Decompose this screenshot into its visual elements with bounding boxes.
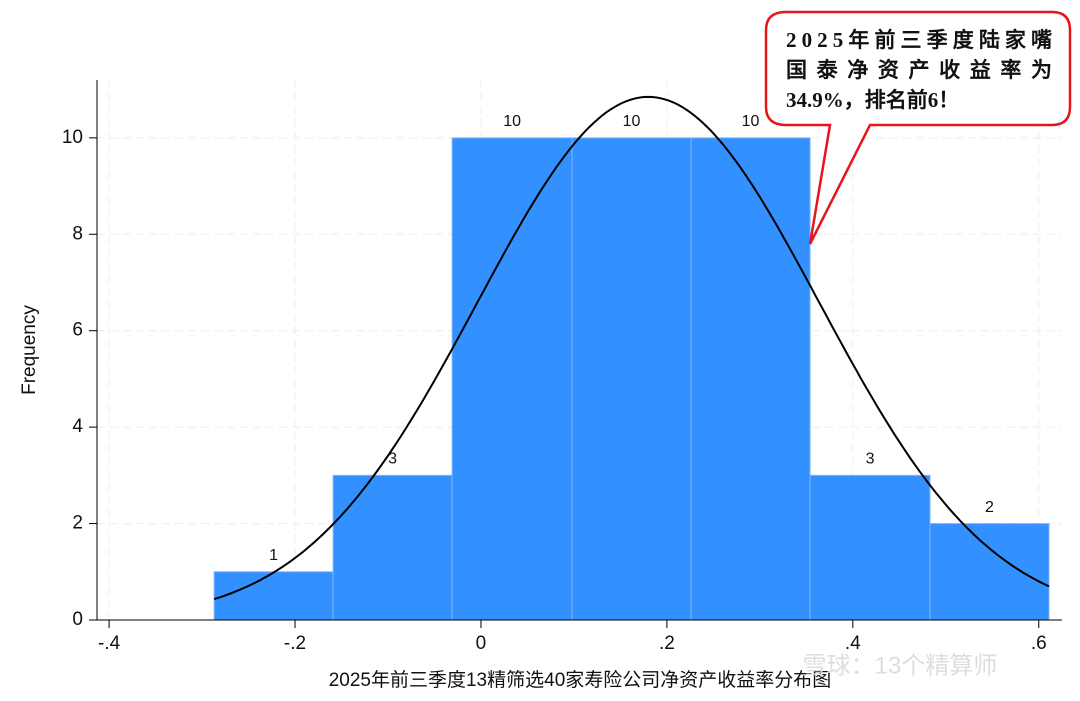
bar — [809, 474, 931, 621]
value-label: 2 — [985, 499, 994, 516]
y-tick-label: 6 — [72, 320, 83, 341]
value-label: 3 — [866, 451, 875, 468]
y-tick-label: 4 — [72, 416, 83, 437]
y-tick-label: 2 — [72, 513, 83, 534]
x-tick-label: -.2 — [284, 633, 306, 654]
bar — [332, 474, 453, 621]
callout-text: 2025年前三季度陆家嘴 — [786, 28, 1052, 52]
callout-box — [764, 10, 1072, 245]
y-tick-label: 8 — [72, 223, 83, 244]
callout-text: 34.9%，排名前6！ — [786, 88, 959, 112]
y-tick-label: 10 — [62, 127, 83, 148]
bar — [213, 571, 334, 621]
value-label: 10 — [623, 113, 641, 130]
x-axis-title: 2025年前三季度13精筛选40家寿险公司净资产收益率分布图 — [329, 669, 832, 691]
bar — [690, 137, 811, 621]
y-axis-title: Frequency — [19, 305, 40, 395]
x-tick-label: 0 — [476, 633, 487, 654]
x-tick-label: .2 — [659, 633, 675, 654]
value-label: 10 — [503, 113, 521, 130]
value-label: 3 — [388, 451, 397, 468]
callout-text: 国泰净资产收益率为 — [786, 58, 1052, 82]
y-tick-label: 0 — [72, 609, 83, 630]
value-label: 1 — [269, 547, 278, 564]
bar — [451, 137, 573, 621]
x-tick-label: .6 — [1031, 633, 1047, 654]
x-tick-label: -.4 — [98, 633, 121, 654]
watermark: 雪球：13个精算师 — [803, 652, 998, 679]
x-tick-label: .4 — [845, 633, 861, 654]
bar — [571, 137, 692, 621]
bar — [929, 523, 1050, 621]
value-label: 10 — [742, 113, 760, 130]
normal-curve — [213, 95, 1050, 601]
